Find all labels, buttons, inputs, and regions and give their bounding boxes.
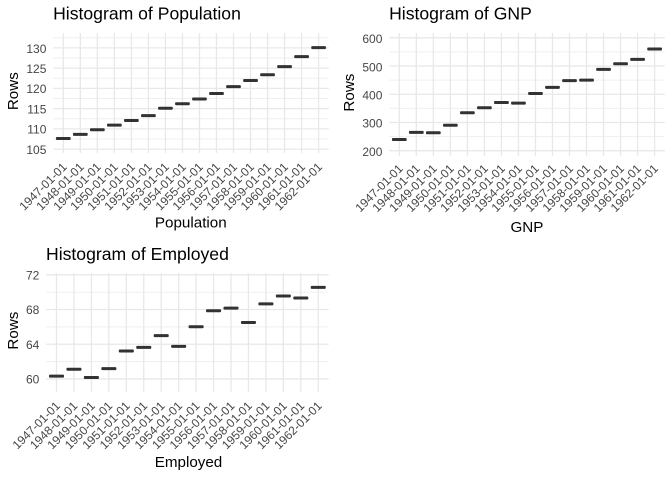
svg-text:68: 68: [26, 303, 40, 317]
svg-text:110: 110: [27, 123, 46, 137]
svg-text:Population: Population: [155, 215, 227, 232]
svg-text:130: 130: [26, 42, 46, 56]
svg-text:Histogram of GNP: Histogram of GNP: [389, 4, 532, 24]
svg-text:400: 400: [362, 89, 382, 103]
svg-text:Rows: Rows: [341, 73, 358, 111]
svg-text:115: 115: [27, 102, 46, 116]
svg-text:125: 125: [26, 62, 46, 76]
svg-text:300: 300: [362, 117, 382, 131]
svg-text:Employed: Employed: [155, 454, 223, 471]
svg-text:105: 105: [26, 143, 46, 157]
svg-text:64: 64: [26, 338, 40, 352]
svg-text:Histogram of Employed: Histogram of Employed: [46, 244, 229, 264]
svg-text:GNP: GNP: [510, 219, 543, 236]
svg-text:Rows: Rows: [5, 311, 22, 349]
svg-text:200: 200: [362, 145, 382, 159]
svg-text:60: 60: [26, 373, 40, 387]
svg-text:72: 72: [26, 268, 40, 282]
svg-text:Rows: Rows: [5, 72, 22, 110]
svg-text:Histogram of Population: Histogram of Population: [53, 4, 241, 24]
svg-text:120: 120: [26, 82, 46, 96]
svg-text:600: 600: [362, 32, 382, 46]
svg-text:500: 500: [362, 60, 382, 74]
